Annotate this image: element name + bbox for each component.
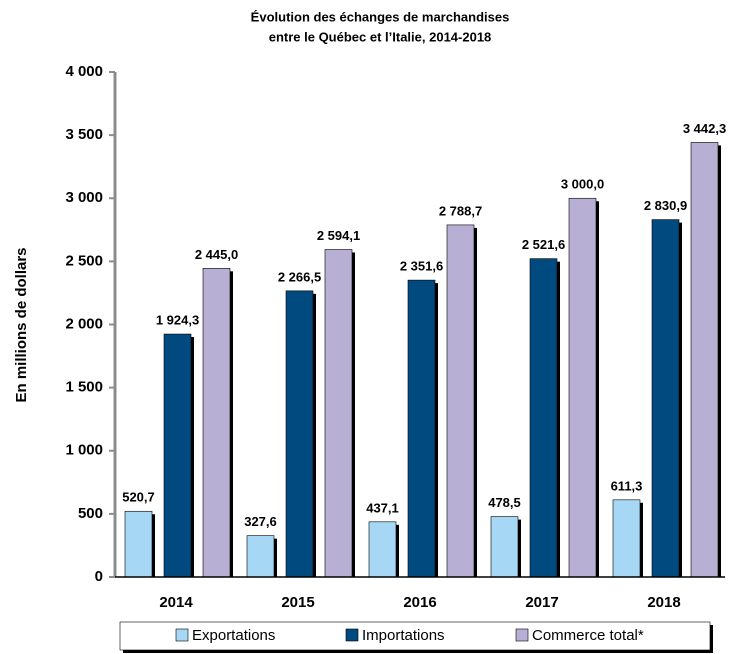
bar <box>612 499 641 578</box>
legend-label: Importations <box>362 627 445 644</box>
bar <box>202 268 231 578</box>
data-label: 3 000,0 <box>561 177 604 192</box>
legend <box>119 621 711 651</box>
bar <box>368 521 397 578</box>
bar <box>285 290 314 578</box>
data-label: 1 924,3 <box>156 312 199 327</box>
bar <box>446 224 475 578</box>
data-label: 520,7 <box>122 490 155 505</box>
y-tick-label: 3 500 <box>65 126 103 143</box>
bar <box>324 249 353 578</box>
y-tick-label: 0 <box>95 568 103 585</box>
y-tick-label: 1 000 <box>65 442 103 459</box>
y-tick-label: 2 500 <box>65 252 103 269</box>
bar <box>163 333 192 578</box>
bar <box>568 197 597 578</box>
y-tick-label: 4 000 <box>65 63 103 80</box>
chart-title: Évolution des échanges de marchandises <box>251 9 510 24</box>
data-label: 2 351,6 <box>400 259 443 274</box>
data-label: 2 521,6 <box>522 237 565 252</box>
data-label: 2 266,5 <box>278 269 321 284</box>
bar <box>690 142 719 578</box>
y-tick-label: 2 000 <box>65 315 103 332</box>
bar <box>529 258 558 578</box>
bar <box>490 516 519 578</box>
x-tick-label: 2014 <box>159 594 193 611</box>
data-label: 327,6 <box>244 514 277 529</box>
data-label: 2 830,9 <box>644 198 687 213</box>
x-tick-label: 2017 <box>525 594 558 611</box>
y-axis-label: En millions de dollars <box>13 247 30 402</box>
legend-swatch <box>345 628 359 642</box>
bar <box>246 535 275 578</box>
bar <box>124 510 153 578</box>
data-label: 2 445,0 <box>195 247 238 262</box>
legend-swatch <box>515 628 529 642</box>
data-label: 478,5 <box>488 495 521 510</box>
y-tick-label: 1 500 <box>65 379 103 396</box>
legend-label: Commerce total* <box>532 627 644 644</box>
data-label: 3 442,3 <box>683 121 726 136</box>
x-tick-label: 2016 <box>403 594 436 611</box>
data-label: 437,1 <box>366 500 399 515</box>
bar <box>651 219 680 578</box>
bar <box>407 279 436 578</box>
legend-label: Exportations <box>192 627 275 644</box>
y-tick-label: 3 000 <box>65 189 103 206</box>
x-tick-label: 2015 <box>281 594 314 611</box>
y-tick-label: 500 <box>78 505 103 522</box>
data-label: 2 594,1 <box>317 228 360 243</box>
data-label: 2 788,7 <box>439 203 482 218</box>
data-label: 611,3 <box>611 478 643 493</box>
x-tick-label: 2018 <box>647 594 680 611</box>
legend-swatch <box>175 628 189 642</box>
chart-title: entre le Québec et l’Italie, 2014-2018 <box>269 29 492 44</box>
